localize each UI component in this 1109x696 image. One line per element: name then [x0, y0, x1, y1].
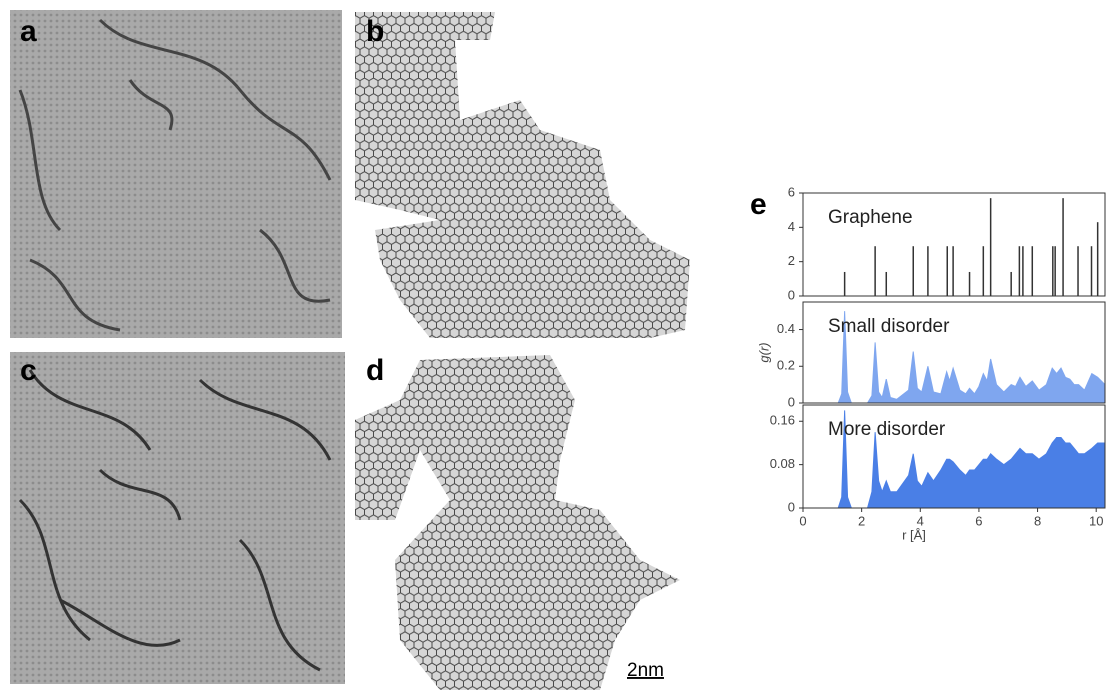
subplot-title: More disorder [828, 419, 946, 440]
y-axis-label: g(r) [756, 342, 771, 362]
panel-c-image [10, 352, 345, 684]
panel-label: e [750, 188, 767, 221]
panel-label: b [366, 15, 384, 48]
panel-b-image [355, 12, 690, 338]
x-tick-label: 4 [917, 513, 924, 528]
plot-frame [802, 301, 1106, 404]
y-tick-label: 6 [788, 184, 795, 199]
y-tick-label: 2 [788, 253, 795, 268]
panel-label: c [20, 354, 37, 387]
subplot-title: Small disorder [828, 316, 950, 337]
plot-frame [802, 404, 1106, 509]
y-tick-label: 0 [788, 499, 795, 514]
x-tick-label: 8 [1034, 513, 1041, 528]
plot-frame [802, 192, 1106, 297]
panel-label: d [366, 354, 384, 387]
x-axis-label: r [Å] [902, 527, 926, 542]
y-tick-label: 0.2 [777, 358, 795, 373]
y-tick-label: 0.16 [770, 413, 795, 428]
panel-d-image [355, 355, 680, 690]
x-tick-label: 6 [975, 513, 982, 528]
y-tick-label: 0.08 [770, 456, 795, 471]
area [803, 410, 1106, 509]
y-tick-label: 0.4 [777, 321, 795, 336]
panel-label: a [20, 15, 37, 48]
x-tick-label: 0 [799, 513, 806, 528]
x-tick-label: 2 [858, 513, 865, 528]
x-tick-label: 10 [1089, 513, 1103, 528]
subplot-title: Graphene [828, 207, 913, 228]
panel-a-image [10, 10, 342, 338]
scale-bar: 2nm [627, 660, 664, 681]
area [803, 311, 1106, 404]
y-tick-label: 0 [788, 287, 795, 302]
y-tick-label: 4 [788, 219, 795, 234]
y-tick-label: 0 [788, 394, 795, 409]
